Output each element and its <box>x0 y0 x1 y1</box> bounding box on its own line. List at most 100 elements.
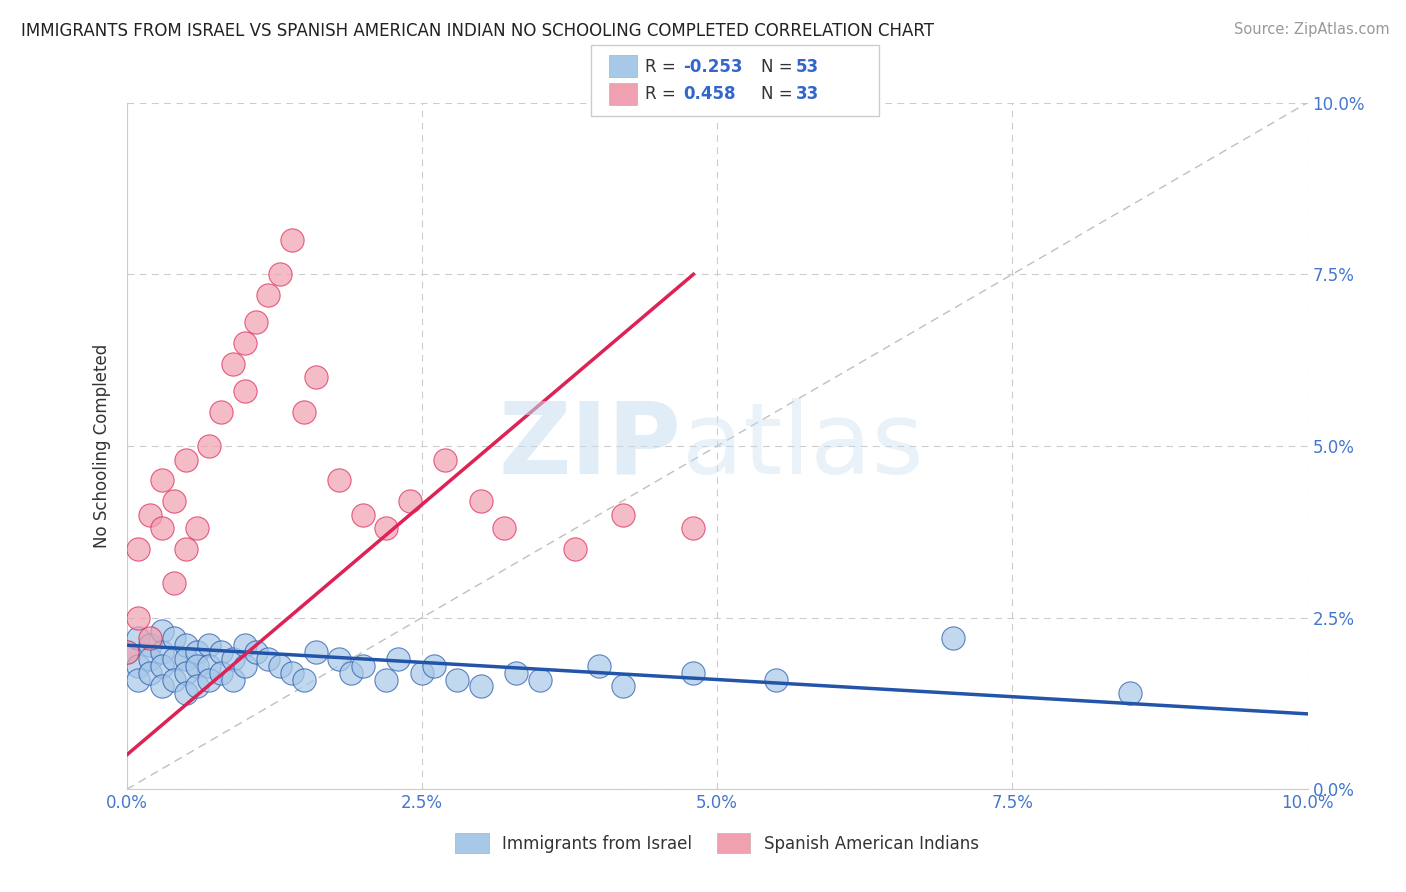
Point <box>186 680 208 694</box>
Point <box>340 665 363 680</box>
Point <box>163 494 186 508</box>
Point <box>174 638 197 652</box>
Text: 33: 33 <box>796 85 820 103</box>
Point <box>139 665 162 680</box>
Point <box>387 652 409 666</box>
Point <box>375 673 398 687</box>
Point <box>245 645 267 659</box>
Point <box>529 673 551 687</box>
Point <box>209 665 232 680</box>
Point <box>115 645 138 659</box>
Point <box>446 673 468 687</box>
Point <box>612 508 634 522</box>
Text: IMMIGRANTS FROM ISRAEL VS SPANISH AMERICAN INDIAN NO SCHOOLING COMPLETED CORRELA: IMMIGRANTS FROM ISRAEL VS SPANISH AMERIC… <box>21 22 934 40</box>
Point <box>612 680 634 694</box>
Point <box>245 315 267 329</box>
Point <box>328 473 350 487</box>
Point <box>682 665 704 680</box>
Point <box>198 638 221 652</box>
Point <box>505 665 527 680</box>
Text: ZIP: ZIP <box>499 398 682 494</box>
Text: 0.458: 0.458 <box>683 85 735 103</box>
Point <box>375 521 398 535</box>
Point <box>150 473 173 487</box>
Point <box>304 645 326 659</box>
Point <box>174 686 197 700</box>
Point <box>150 680 173 694</box>
Point <box>222 652 245 666</box>
Point <box>127 658 149 673</box>
Point <box>209 405 232 419</box>
Point <box>198 658 221 673</box>
Point <box>1119 686 1142 700</box>
Point <box>186 521 208 535</box>
Point <box>269 658 291 673</box>
Point <box>564 541 586 557</box>
Point <box>257 652 280 666</box>
Point <box>304 370 326 384</box>
Point <box>399 494 422 508</box>
Point <box>127 541 149 557</box>
Point <box>233 638 256 652</box>
Point <box>222 673 245 687</box>
Point <box>174 541 197 557</box>
Point <box>174 652 197 666</box>
Point <box>174 452 197 467</box>
Point <box>127 632 149 646</box>
Point <box>150 521 173 535</box>
Point <box>470 494 492 508</box>
Point <box>328 652 350 666</box>
Point <box>352 508 374 522</box>
Point <box>163 576 186 591</box>
Point <box>150 658 173 673</box>
Point <box>411 665 433 680</box>
Text: N =: N = <box>761 85 797 103</box>
Text: Source: ZipAtlas.com: Source: ZipAtlas.com <box>1233 22 1389 37</box>
Point <box>494 521 516 535</box>
Point <box>281 233 304 247</box>
Point <box>352 658 374 673</box>
Point <box>281 665 304 680</box>
Point <box>434 452 457 467</box>
Point <box>470 680 492 694</box>
Point <box>150 624 173 639</box>
Point <box>422 658 444 673</box>
Point <box>257 288 280 302</box>
Text: 53: 53 <box>796 58 818 76</box>
Point <box>163 632 186 646</box>
Point <box>588 658 610 673</box>
Legend: Immigrants from Israel, Spanish American Indians: Immigrants from Israel, Spanish American… <box>449 826 986 860</box>
Point <box>198 439 221 453</box>
Point <box>127 673 149 687</box>
Text: N =: N = <box>761 58 797 76</box>
Point <box>292 405 315 419</box>
Point <box>163 652 186 666</box>
Point <box>292 673 315 687</box>
Point <box>209 645 232 659</box>
Point <box>233 336 256 351</box>
Point <box>942 632 965 646</box>
Point <box>233 658 256 673</box>
Point <box>186 658 208 673</box>
Point <box>139 632 162 646</box>
Point <box>139 508 162 522</box>
Point <box>222 357 245 371</box>
Text: atlas: atlas <box>682 398 924 494</box>
Text: R =: R = <box>645 58 682 76</box>
Point <box>150 645 173 659</box>
Point <box>682 521 704 535</box>
Point <box>198 673 221 687</box>
Point <box>269 268 291 282</box>
Point <box>765 673 787 687</box>
Point <box>139 652 162 666</box>
Point <box>233 384 256 398</box>
Text: -0.253: -0.253 <box>683 58 742 76</box>
Point <box>127 610 149 624</box>
Text: R =: R = <box>645 85 686 103</box>
Point <box>163 673 186 687</box>
Point <box>139 638 162 652</box>
Point <box>186 645 208 659</box>
Point <box>115 645 138 659</box>
Point <box>174 665 197 680</box>
Y-axis label: No Schooling Completed: No Schooling Completed <box>93 344 111 548</box>
